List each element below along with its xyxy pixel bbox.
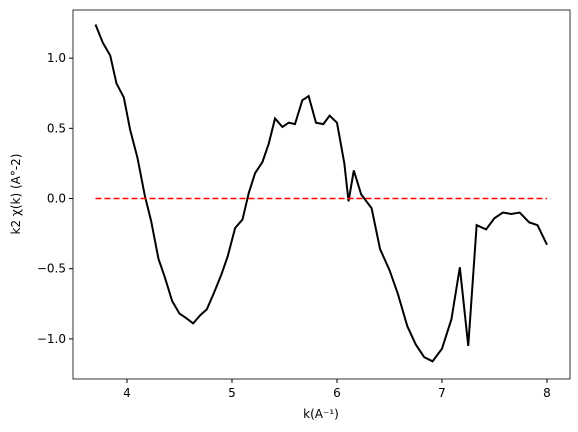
x-tick-label: 4	[123, 386, 131, 400]
y-tick-label: −0.5	[37, 262, 66, 276]
x-tick-label: 7	[438, 386, 446, 400]
y-axis-label: k2 χ(k) (A°-2)	[9, 154, 23, 235]
x-tick-label: 8	[543, 386, 551, 400]
y-tick-label: 1.0	[47, 51, 66, 65]
plot-frame	[72, 9, 571, 380]
line-series	[94, 24, 548, 363]
y-tick-label: −1.0	[37, 332, 66, 346]
x-axis-label: k(A⁻¹)	[303, 407, 339, 421]
y-tick-label: 0.0	[47, 192, 66, 206]
x-tick-label: 6	[333, 386, 341, 400]
y-tick-label: 0.5	[47, 121, 66, 135]
x-tick-label: 5	[228, 386, 236, 400]
